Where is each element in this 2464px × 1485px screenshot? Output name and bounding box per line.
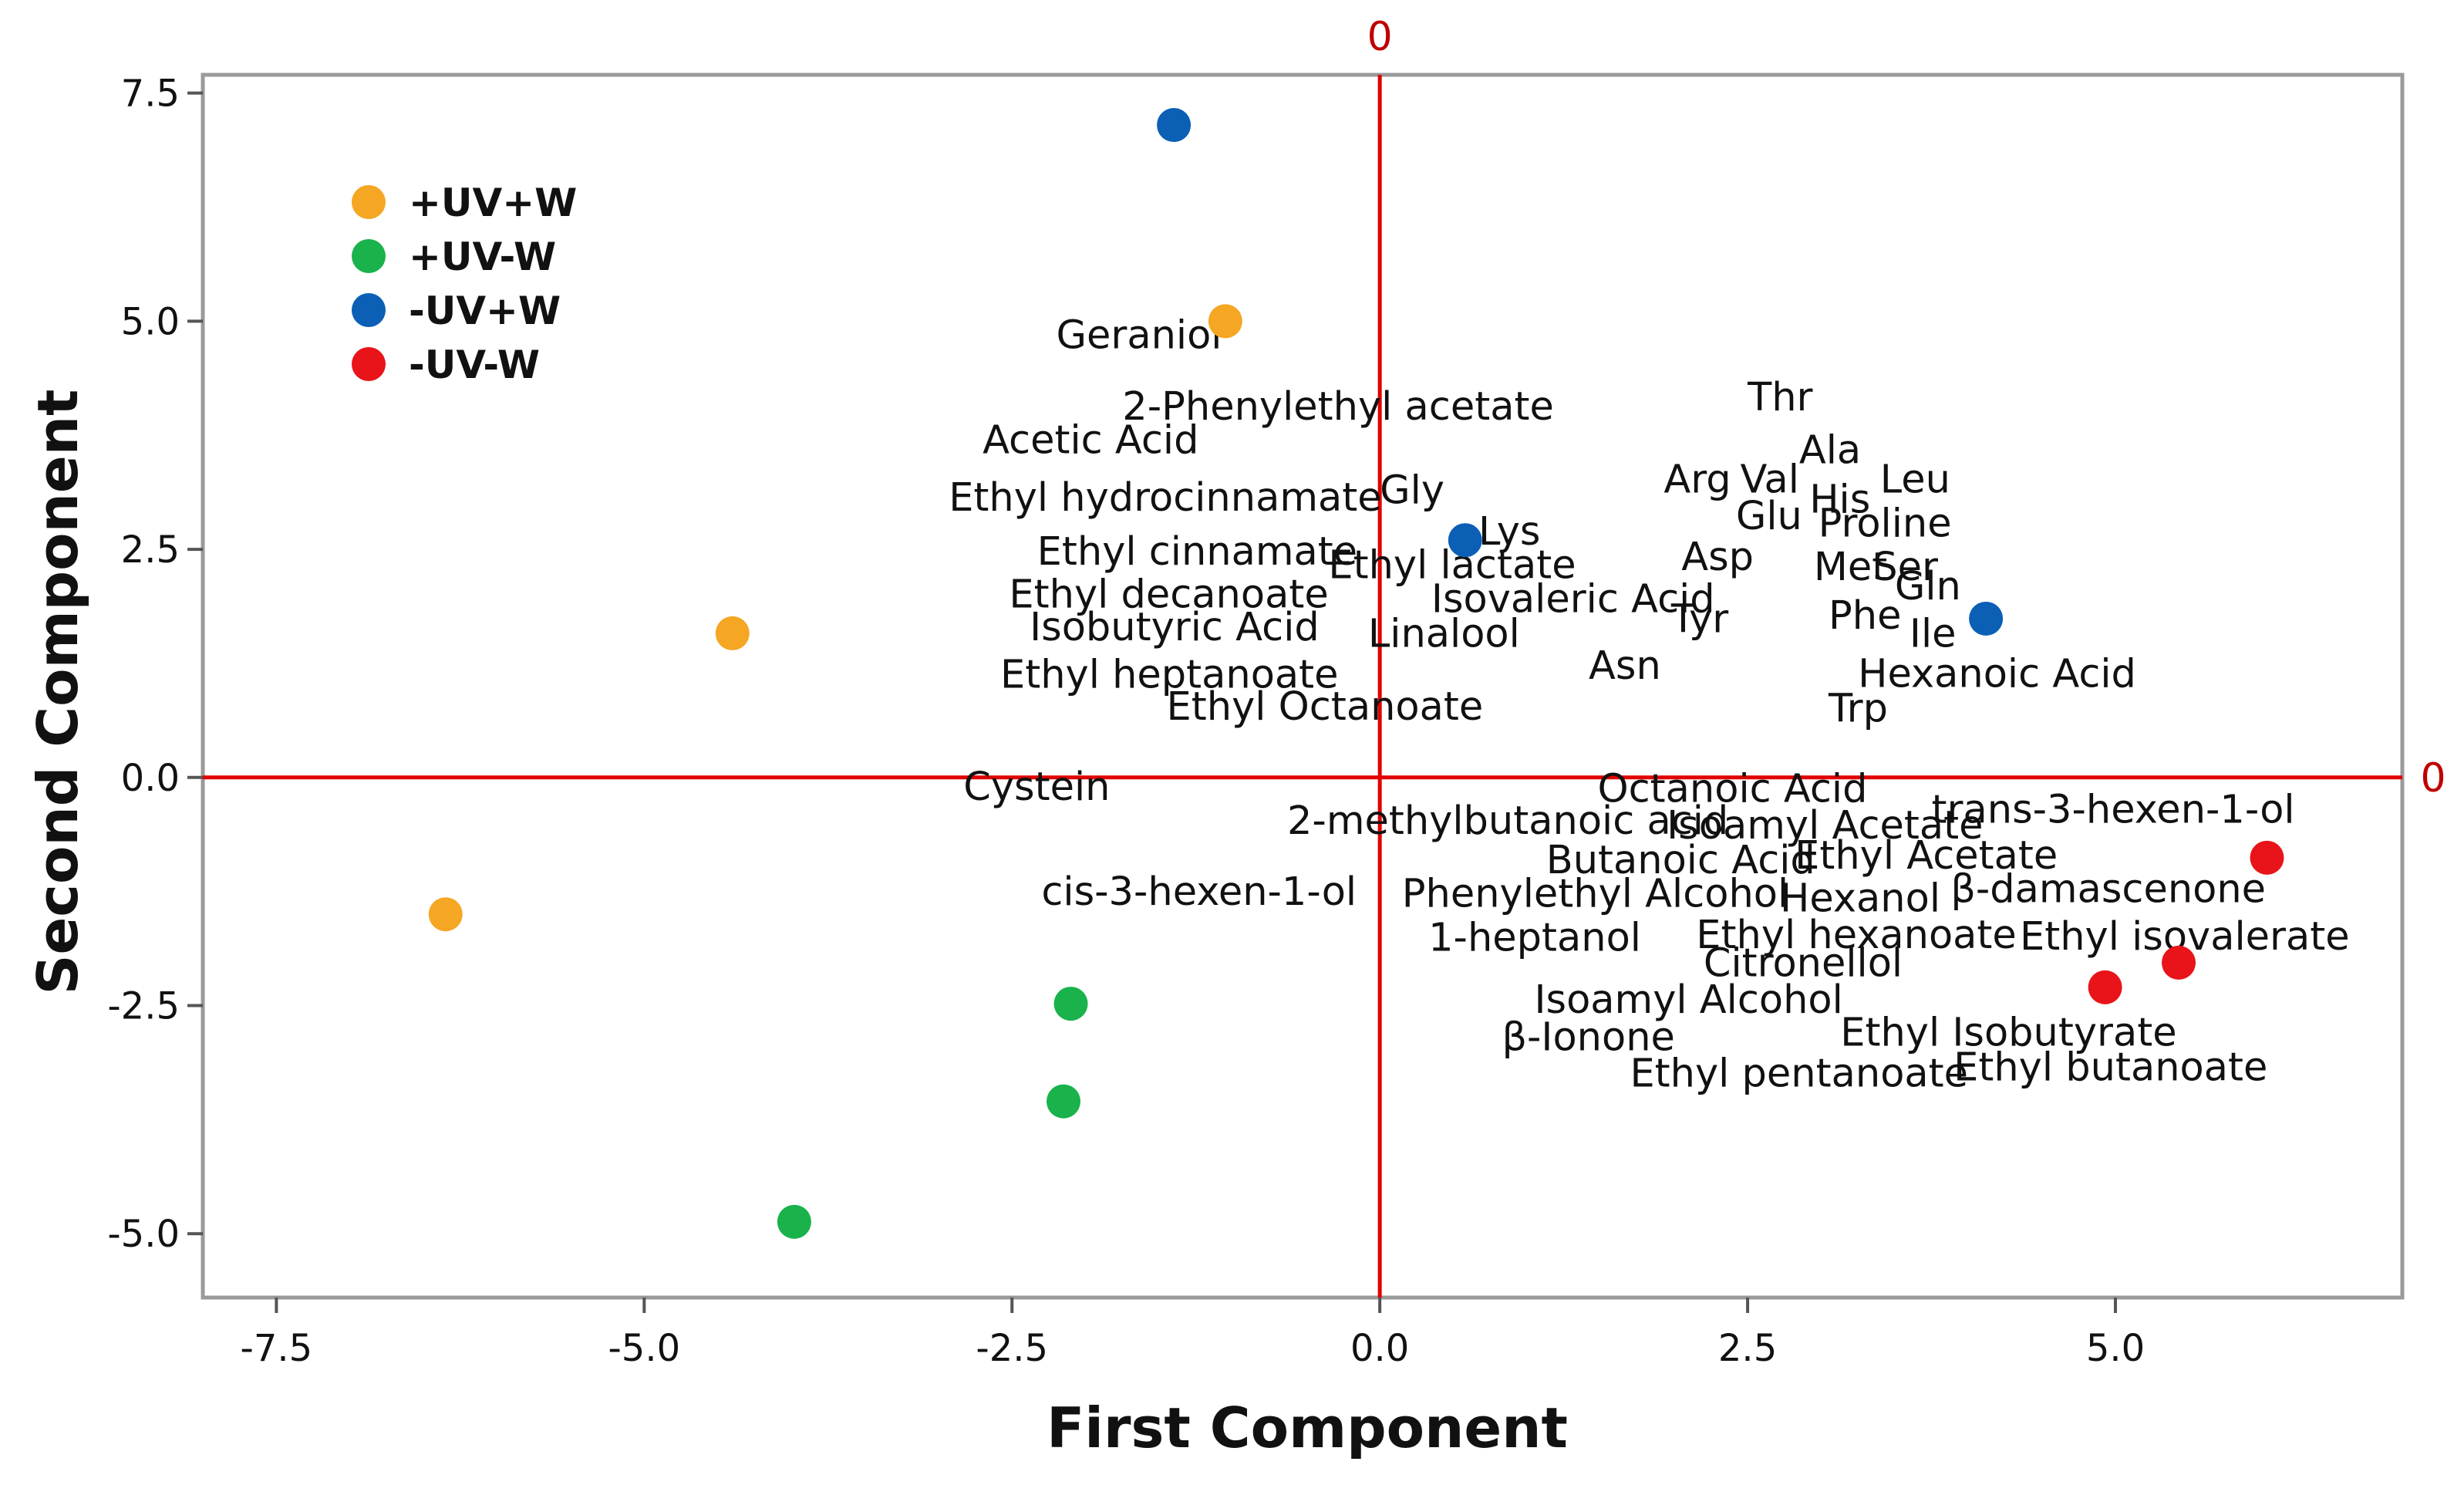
y-tick-label: 0.0 (121, 757, 180, 800)
variable-label: cis-3-hexen-1-ol (1041, 869, 1357, 915)
variable-label: Butanoic Acid (1546, 838, 1815, 883)
y-axis-title: Second Component (25, 390, 90, 995)
data-point (1448, 523, 1482, 558)
variable-label: Ethyl cinnamate (1037, 529, 1358, 575)
data-point (1047, 1084, 1080, 1119)
variable-label: Ethyl Isobutyrate (1840, 1010, 2176, 1055)
variable-label: Lys (1478, 509, 1540, 555)
data-point (1053, 987, 1088, 1021)
variable-label: Proline (1819, 501, 1952, 546)
variable-label: Arg (1663, 457, 1731, 503)
variable-label: Geraniol (1056, 313, 1222, 359)
x-tick-label: 5.0 (2086, 1327, 2145, 1370)
plot-frame (201, 73, 2405, 1300)
legend-marker (352, 239, 386, 273)
variable-label: Cystein (963, 764, 1110, 810)
score-points (428, 108, 2284, 1239)
y-tick-label: 2.5 (121, 528, 180, 572)
variable-label: Val (1741, 457, 1799, 503)
legend-label: -UV-W (409, 343, 540, 387)
variable-label: Ile (1910, 611, 1957, 656)
y-tick-label: 7.5 (121, 73, 180, 116)
variable-label: Glu (1736, 494, 1802, 539)
legend-marker (352, 185, 386, 219)
variable-label: Asp (1681, 535, 1754, 580)
variable-label: Met (1814, 545, 1887, 590)
data-point (1157, 108, 1192, 143)
data-point (1208, 304, 1242, 339)
variable-label: 2-Phenylethyl acetate (1122, 384, 1554, 430)
variable-label: Trp (1828, 686, 1888, 731)
variable-label: 2-methylbutanoic acid (1287, 798, 1728, 844)
variable-label: Ethyl pentanoate (1630, 1051, 1968, 1097)
y-tick-label: -5.0 (107, 1213, 180, 1256)
data-point (428, 897, 463, 932)
x-tick-label: -2.5 (976, 1327, 1048, 1370)
x-tick-label: -7.5 (241, 1327, 313, 1370)
variable-label: Ser (1872, 545, 1938, 590)
y-tick-label: 5.0 (121, 300, 180, 343)
legend-marker (352, 347, 386, 381)
variable-label: Acetic Acid (983, 418, 1198, 464)
variable-label: Asn (1589, 643, 1661, 689)
data-point (777, 1204, 811, 1239)
legend: +UV+W +UV-W -UV+W -UV-W (352, 181, 577, 387)
data-point (2088, 970, 2122, 1004)
variable-label: Isoamyl Alcohol (1534, 977, 1842, 1023)
variable-label: trans-3-hexen-1-ol (1932, 788, 2295, 833)
legend-label: +UV-W (409, 235, 556, 279)
variable-label: Citronellol (1704, 940, 1903, 986)
variable-label: Gln (1895, 564, 1961, 609)
variable-label: Hexanol (1780, 876, 1940, 921)
variable-label: Ethyl hydrocinnamate (949, 475, 1381, 521)
variable-label: Isoamyl Acetate (1667, 803, 1983, 849)
legend-label: -UV+W (409, 289, 561, 333)
variable-label: Isobutyric Acid (1030, 605, 1320, 650)
variable-label: Ala (1799, 428, 1861, 474)
variable-label: Thr (1747, 375, 1812, 420)
y-axis: -5.0 -2.5 0.0 2.5 5.0 7.5 (107, 73, 203, 1256)
data-point (2250, 840, 2284, 875)
ref-label-horizontal: 0 (2420, 755, 2445, 802)
reference-lines: 00 (203, 14, 2446, 1298)
variable-label: Leu (1880, 457, 1950, 503)
variable-label: Ethyl Octanoate (1167, 684, 1484, 730)
variable-label: Phe (1829, 593, 1901, 639)
variable-label: Isovaleric Acid (1431, 576, 1715, 622)
variable-label: Gly (1380, 468, 1444, 514)
x-axis: -7.5 -5.0 -2.5 0.0 2.5 5.0 (241, 1298, 2145, 1370)
variable-label: Octanoic Acid (1597, 767, 1867, 812)
variable-label: His (1809, 478, 1870, 523)
variable-label: β-Ionone (1502, 1014, 1674, 1060)
x-tick-label: 2.5 (1718, 1327, 1777, 1370)
legend-label: +UV+W (409, 181, 577, 225)
variable-label: Ethyl butanoate (1953, 1045, 2267, 1090)
variable-label: Linalool (1368, 611, 1520, 656)
ref-label-vertical: 0 (1367, 14, 1393, 60)
x-tick-label: 0.0 (1350, 1327, 1409, 1370)
y-tick-label: -2.5 (107, 984, 180, 1028)
variable-label: Ethyl hexanoate (1696, 913, 2017, 958)
variable-label: 1-heptanol (1428, 915, 1641, 960)
variable-label: Ethyl decanoate (1009, 572, 1328, 618)
x-axis-title: First Component (1047, 1396, 1568, 1460)
variable-label: Hexanoic Acid (1858, 651, 2136, 697)
variable-label: Tyr (1670, 597, 1728, 643)
data-point (2162, 945, 2196, 980)
variable-label: Phenylethyl Alcohol (1402, 872, 1788, 917)
x-tick-label: -5.0 (608, 1327, 680, 1370)
data-point (1969, 601, 2004, 636)
variable-label: Ethyl heptanoate (1000, 653, 1339, 698)
legend-marker (352, 293, 386, 327)
variable-label: Ethyl Acetate (1795, 833, 2058, 879)
data-point (715, 616, 750, 650)
variable-label: β-damascenone (1950, 867, 2266, 913)
